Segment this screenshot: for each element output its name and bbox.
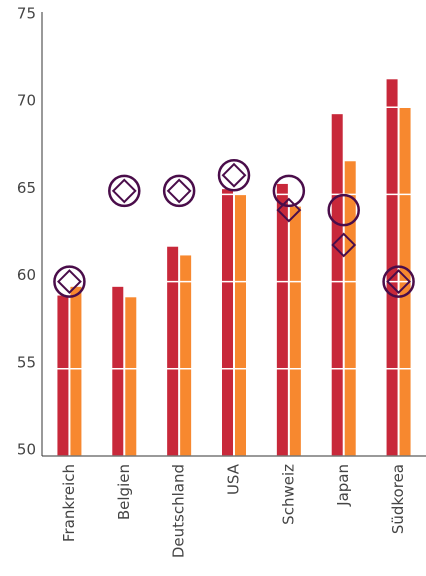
y-tick-label: 70 (17, 92, 36, 110)
x-tick-label: Frankreich (60, 464, 78, 542)
diamond-marker (57, 269, 82, 295)
circle-marker (327, 193, 360, 227)
x-tick-label: Belgien (115, 464, 133, 520)
bar (289, 206, 301, 456)
y-tick-label: 75 (17, 5, 36, 23)
bar (276, 183, 288, 456)
x-tick-label: Schweiz (279, 464, 297, 525)
bar (167, 246, 179, 456)
circle-marker (162, 174, 196, 208)
circle-marker (272, 174, 306, 208)
diamond-marker (386, 269, 411, 295)
y-tick-label: 65 (17, 179, 36, 197)
diamond-marker (331, 232, 357, 258)
x-tick-label: Japan (334, 464, 352, 507)
x-tick-label: Deutschland (170, 464, 188, 558)
circle-marker (217, 158, 251, 192)
bar (112, 286, 124, 456)
circle-marker (53, 265, 86, 298)
circle-marker (108, 174, 141, 208)
y-tick-label: 50 (17, 441, 36, 459)
diamond-marker (221, 162, 247, 188)
bar (344, 161, 356, 457)
bar (57, 295, 69, 456)
x-tick-label: Südkorea (389, 464, 407, 534)
bar (180, 255, 192, 456)
diamond-marker (276, 197, 302, 223)
bar (331, 114, 343, 457)
circle-marker (382, 265, 415, 298)
y-tick-label: 55 (17, 353, 36, 371)
x-tick-label: USA (225, 463, 243, 495)
bar (235, 194, 246, 456)
diamond-marker (166, 178, 192, 204)
diamond-marker (111, 178, 137, 204)
y-tick-label: 60 (17, 266, 36, 284)
bar (125, 297, 137, 456)
bar (222, 189, 233, 456)
bar (70, 286, 82, 456)
